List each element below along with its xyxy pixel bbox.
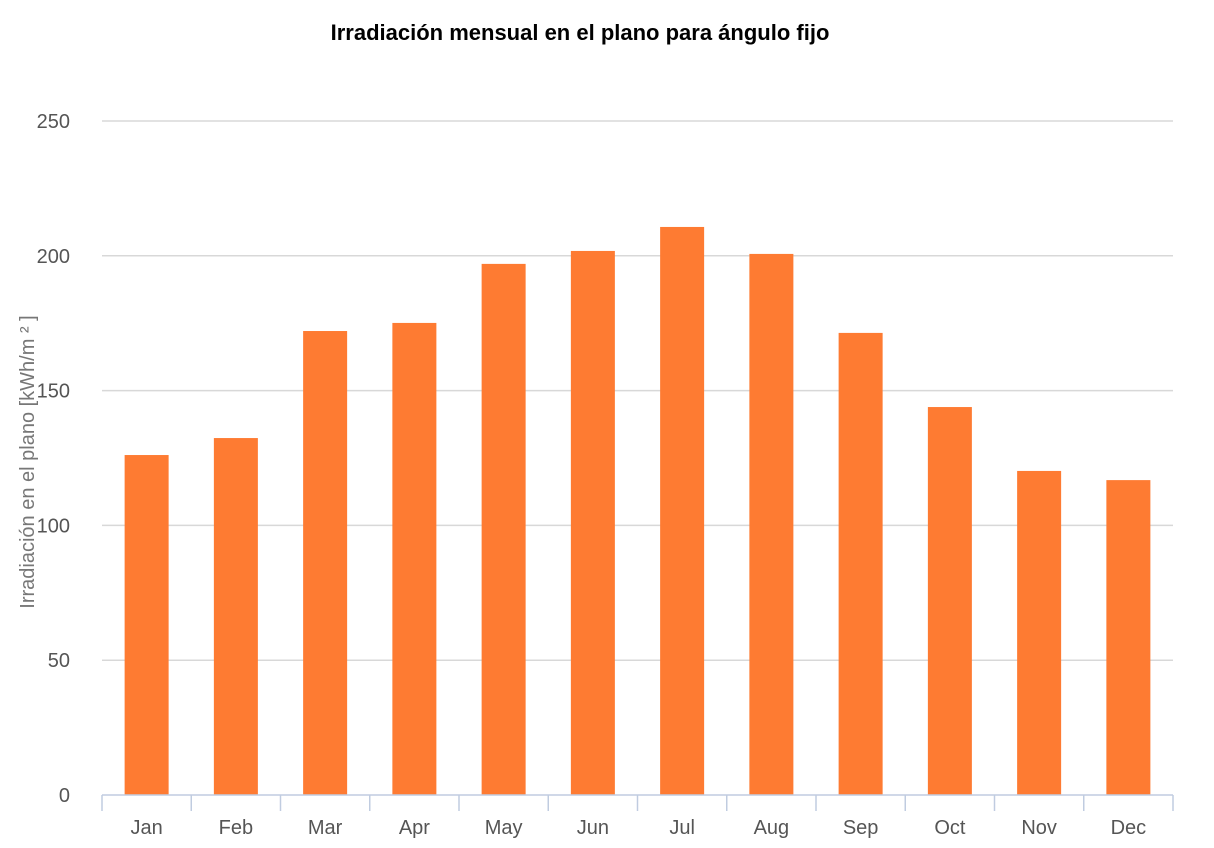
x-tick-label: Apr: [399, 817, 430, 839]
bar-jan: [124, 455, 169, 795]
bar-nov: [1017, 470, 1062, 795]
bar-jul: [660, 226, 705, 795]
x-tick-label: Mar: [308, 817, 343, 839]
chart-title: Irradiación mensual en el plano para áng…: [331, 20, 830, 45]
x-tick-label: Oct: [934, 817, 966, 839]
x-tick-label: Aug: [754, 817, 790, 839]
x-tick-label: Dec: [1111, 817, 1147, 839]
x-tick-label: Nov: [1021, 817, 1057, 839]
x-tick-label: Jan: [131, 817, 163, 839]
x-tick-label: Jun: [577, 817, 609, 839]
bar-may: [481, 263, 526, 795]
y-tick-label: 250: [37, 111, 70, 133]
y-axis-label: Irradiación en el plano [kWh/m ² ]: [17, 315, 39, 608]
y-tick-label: 0: [59, 785, 70, 807]
x-tick-label: Sep: [843, 817, 879, 839]
bar-feb: [213, 438, 258, 795]
y-tick-label: 50: [48, 650, 70, 672]
y-tick-label: 150: [37, 381, 70, 403]
x-tick-label: Jul: [669, 817, 695, 839]
bar-apr: [392, 322, 437, 795]
bar-oct: [927, 407, 972, 795]
x-tick-label: May: [485, 817, 523, 839]
bar-sep: [838, 332, 883, 795]
y-tick-label: 100: [37, 515, 70, 537]
x-tick-label: Feb: [219, 817, 253, 839]
bar-dec: [1106, 480, 1151, 795]
bar-aug: [749, 253, 794, 796]
y-tick-label: 200: [37, 246, 70, 268]
bar-mar: [303, 331, 348, 795]
bar-jun: [570, 250, 615, 795]
